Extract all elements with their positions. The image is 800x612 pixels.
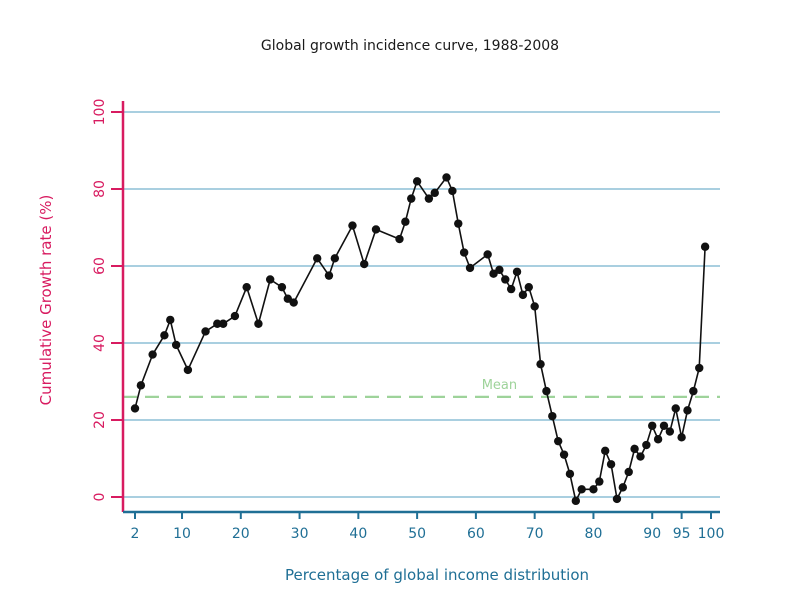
y-tick-label: 80	[92, 180, 108, 198]
data-point	[324, 271, 334, 280]
x-tick-label: 2	[131, 526, 140, 542]
mean-layer: Mean	[123, 378, 720, 398]
data-point	[524, 282, 533, 292]
data-point	[512, 267, 522, 276]
data-point	[518, 290, 528, 300]
data-point	[430, 188, 439, 198]
data-point	[371, 225, 381, 234]
data-point	[612, 494, 622, 504]
y-tick-label: 20	[92, 411, 108, 429]
data-point	[277, 282, 287, 292]
data-point	[553, 436, 563, 446]
data-point	[289, 298, 298, 307]
data-point	[536, 359, 545, 369]
data-point	[542, 386, 551, 396]
series-line	[134, 176, 706, 502]
y-axis-label: Cumulative Growth rate (%)	[37, 195, 55, 406]
data-point	[230, 311, 240, 321]
data-point	[659, 421, 669, 430]
data-point	[442, 173, 451, 182]
data-point	[136, 381, 146, 390]
data-point	[183, 365, 193, 375]
data-point	[483, 250, 492, 259]
x-tick-label: 90	[643, 526, 661, 542]
data-point	[683, 406, 692, 415]
data-point	[213, 319, 222, 328]
data-point	[577, 485, 586, 494]
data-point	[448, 186, 457, 196]
data-point	[506, 284, 516, 294]
data-point	[495, 265, 504, 275]
x-tick-label: 95	[673, 526, 691, 542]
data-point	[130, 404, 140, 413]
data-point	[671, 404, 680, 413]
data-point	[401, 217, 410, 226]
x-tick-label: 50	[408, 526, 426, 542]
x-tick-label: 20	[232, 526, 250, 542]
data-point	[254, 319, 263, 328]
y-tick-label: 60	[92, 257, 108, 275]
x-axis-label: Percentage of global income distribution	[285, 566, 589, 584]
data-point	[636, 452, 645, 461]
chart-title: Global growth incidence curve, 1988-2008	[261, 38, 559, 54]
grid-layer	[111, 111, 720, 498]
data-point	[606, 460, 616, 469]
x-tick-label: 60	[467, 526, 485, 542]
data-point	[242, 282, 251, 292]
data-point	[601, 446, 610, 455]
data-point	[330, 254, 340, 263]
y-tick-label: 100	[92, 99, 108, 126]
series-layer	[130, 173, 710, 506]
data-point	[166, 315, 175, 325]
data-point	[653, 435, 663, 444]
data-point	[265, 275, 275, 284]
data-point	[618, 483, 628, 492]
data-point	[459, 248, 469, 257]
data-point	[454, 219, 463, 228]
data-point	[642, 440, 651, 450]
data-point	[630, 444, 639, 454]
data-point	[218, 319, 228, 328]
x-tick-label: 100	[698, 526, 725, 542]
data-point	[689, 386, 698, 396]
data-point	[501, 275, 510, 284]
data-point	[559, 450, 569, 459]
data-point	[148, 350, 157, 359]
data-point	[595, 477, 604, 486]
data-point	[665, 427, 675, 436]
data-point	[624, 467, 633, 477]
data-point	[677, 433, 686, 442]
data-point	[348, 221, 357, 230]
data-point	[412, 177, 422, 186]
data-point	[589, 485, 598, 494]
data-point	[571, 496, 581, 506]
x-tick-label: 80	[585, 526, 603, 542]
x-tick-label: 70	[526, 526, 544, 542]
x-tick-label: 10	[173, 526, 191, 542]
x-tick-label: 40	[349, 526, 367, 542]
y-tick-label: 40	[92, 334, 108, 352]
data-point	[565, 469, 575, 479]
data-point	[313, 254, 322, 263]
y-tick-label: 0	[92, 493, 108, 502]
data-point	[407, 194, 416, 203]
data-point	[160, 331, 169, 340]
data-point	[695, 363, 704, 373]
data-point	[360, 259, 369, 269]
data-point	[171, 340, 181, 350]
x-tick-label: 30	[291, 526, 309, 542]
data-point	[548, 411, 557, 421]
mean-label: Mean	[482, 378, 517, 393]
axes-layer: 0 20 40 60 80 100 2 10 20 30 40 50 60 70 80 90 95 100	[92, 99, 724, 542]
data-point	[648, 421, 657, 430]
data-point	[700, 242, 710, 251]
data-point	[465, 263, 475, 273]
data-point	[424, 194, 434, 203]
data-point	[395, 234, 404, 244]
data-point	[201, 327, 210, 336]
data-point	[530, 302, 539, 311]
